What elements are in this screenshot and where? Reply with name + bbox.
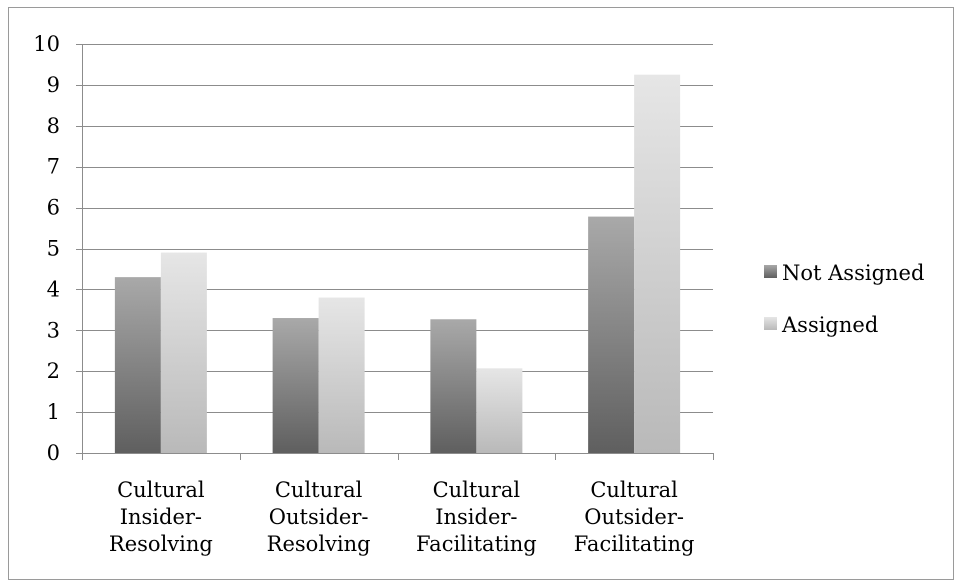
x-category-label: Cultural Insider-Facilitating [416,478,537,556]
y-tick-label: 7 [47,155,60,179]
bar-not-assigned [114,277,161,453]
legend-swatch [764,265,777,278]
bars [114,74,681,454]
y-tick-label: 2 [47,359,60,383]
y-tick-label: 5 [47,237,60,261]
legend-label: Not Assigned [782,261,924,285]
y-tick-label: 9 [47,73,60,97]
legend: Not Assigned Assigned [764,261,924,337]
x-category-label: Cultural Outsider-Resolving [267,478,371,556]
x-category-label: Cultural Outsider-Facilitating [574,478,695,556]
y-tick-label: 6 [47,196,60,220]
bar-assigned [318,297,365,453]
y-tick-label: 10 [33,32,60,56]
x-axis [82,44,714,460]
legend-label: Assigned [781,313,878,337]
y-tick-label: 1 [47,400,60,424]
legend-swatch [764,317,777,330]
bar-not-assigned [272,318,319,453]
x-axis-category-labels: Cultural Insider-Resolving Cultural Outside… [109,478,695,556]
y-tick-label: 3 [47,318,60,342]
bar-assigned [634,74,681,454]
y-axis-tick-labels: 0 1 2 3 4 5 6 7 8 9 10 [33,32,60,465]
bar-assigned [160,252,207,453]
y-tick-label: 4 [47,277,60,301]
bar-not-assigned [588,216,635,453]
bar-assigned [476,368,523,453]
bar-not-assigned [430,319,477,453]
x-category-label: Cultural Insider-Resolving [109,478,213,556]
y-tick-label: 8 [47,114,60,138]
y-tick-label: 0 [47,441,60,465]
